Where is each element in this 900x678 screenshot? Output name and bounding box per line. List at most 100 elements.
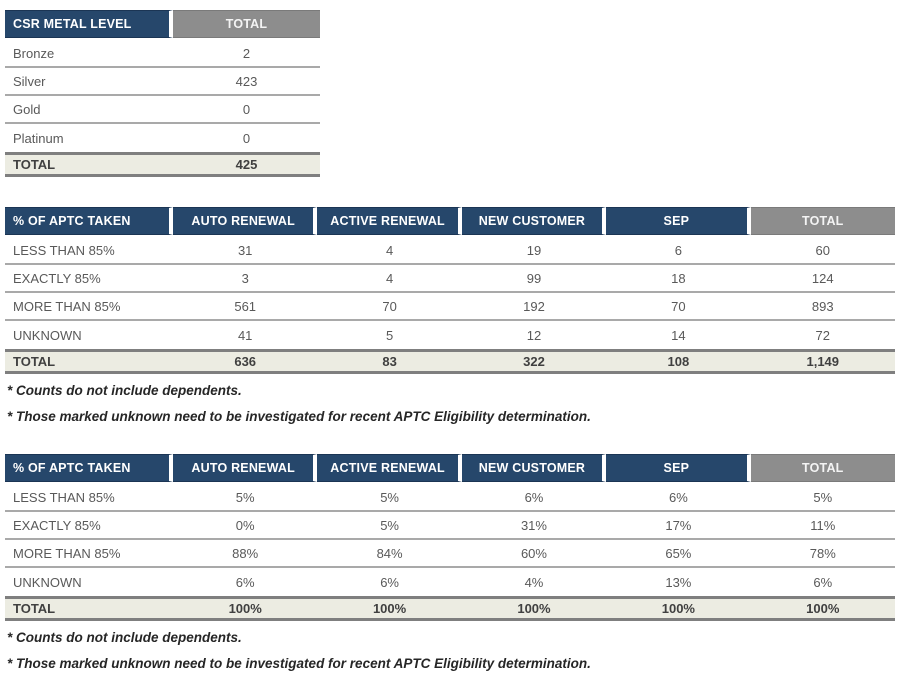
table-row-less-than-85: LESS THAN 85% 5% 5% 6% 6% 5%: [5, 484, 895, 512]
cell-value: 60: [815, 242, 830, 258]
cell-value: 17%: [665, 517, 692, 533]
total-value: 100%: [806, 601, 840, 616]
cell-value: 3: [241, 270, 249, 286]
column-header-csr-metal-level: CSR METAL LEVEL: [5, 10, 173, 38]
cell-value: 6%: [668, 489, 688, 505]
table-row-unknown: UNKNOWN 41 5 12 14 72: [5, 321, 895, 349]
csr-metal-level-table: CSR METAL LEVEL TOTAL Bronze 2 Silver 42…: [5, 10, 320, 177]
total-value: 100%: [661, 601, 695, 616]
cell-value: 4: [385, 270, 394, 286]
table-row-less-than-85: LESS THAN 85% 31 4 19 6 60: [5, 237, 895, 265]
row-label: Gold: [13, 101, 41, 117]
column-header-active-renewal: ACTIVE RENEWAL: [317, 207, 462, 235]
cell-value: 6%: [524, 489, 544, 505]
row-label: Platinum: [13, 130, 64, 146]
cell-value: 60%: [520, 545, 547, 561]
cell-value: 14: [671, 327, 686, 343]
row-label: UNKNOWN: [13, 327, 82, 343]
cell-value: 65%: [665, 545, 692, 561]
aptc-percent-table: % OF APTC TAKEN AUTO RENEWAL ACTIVE RENE…: [5, 454, 895, 621]
row-label: LESS THAN 85%: [13, 489, 115, 505]
table-row-more-than-85: MORE THAN 85% 88% 84% 60% 65% 78%: [5, 540, 895, 568]
cell-value: 84%: [376, 545, 403, 561]
row-label: EXACTLY 85%: [13, 517, 101, 533]
table-row-more-than-85: MORE THAN 85% 561 70 192 70 893: [5, 293, 895, 321]
cell-value: 4%: [524, 574, 544, 590]
table-row-exactly-85: EXACTLY 85% 0% 5% 31% 17% 11%: [5, 512, 895, 540]
cell-value: 6%: [380, 574, 399, 590]
row-label: Bronze: [13, 45, 55, 61]
total-value: 100%: [372, 601, 407, 616]
table-header-row: CSR METAL LEVEL TOTAL: [5, 10, 320, 38]
column-header-auto-renewal: AUTO RENEWAL: [173, 207, 318, 235]
cell-value: 99: [526, 270, 542, 286]
column-header-total: TOTAL: [173, 10, 320, 38]
column-header-total: TOTAL: [750, 454, 895, 482]
column-header-new-customer: NEW CUSTOMER: [461, 454, 607, 482]
cell-value: 5%: [235, 489, 255, 505]
cell-value: 19: [526, 242, 542, 258]
total-value: 322: [523, 354, 545, 369]
row-label: Silver: [13, 73, 46, 89]
column-header-aptc-taken: % OF APTC TAKEN: [5, 207, 173, 235]
column-header-auto-renewal: AUTO RENEWAL: [173, 454, 318, 482]
total-value: 100%: [517, 601, 551, 616]
cell-value: 41: [237, 327, 253, 343]
cell-value: 31: [237, 242, 253, 258]
column-header-sep: SEP: [606, 454, 751, 482]
total-value: 100%: [228, 601, 262, 616]
cell-value: 5%: [380, 489, 399, 505]
table-header-row: % OF APTC TAKEN AUTO RENEWAL ACTIVE RENE…: [5, 454, 895, 482]
cell-value: 124: [811, 270, 834, 286]
table-row-bronze: Bronze 2: [5, 40, 320, 68]
footnote-unknown: * Those marked unknown need to be invest…: [7, 656, 591, 671]
total-value: 83: [382, 354, 397, 369]
cell-value: 6: [674, 242, 682, 258]
cell-value: 11%: [810, 517, 836, 533]
column-header-sep: SEP: [606, 207, 751, 235]
column-header-new-customer: NEW CUSTOMER: [461, 207, 607, 235]
cell-value: 2: [242, 45, 251, 61]
table-row-gold: Gold 0: [5, 96, 320, 124]
total-label: TOTAL: [13, 601, 56, 616]
cell-value: 13%: [665, 574, 692, 590]
cell-value: 423: [235, 73, 258, 89]
row-label: EXACTLY 85%: [13, 270, 101, 286]
cell-value: 5%: [813, 489, 833, 505]
total-value: 108: [667, 354, 690, 369]
cell-value: 6%: [235, 574, 255, 590]
cell-value: 561: [234, 298, 257, 314]
cell-value: 192: [523, 298, 545, 314]
cell-value: 6%: [813, 574, 833, 590]
total-value: 425: [235, 157, 258, 172]
aptc-counts-table: % OF APTC TAKEN AUTO RENEWAL ACTIVE RENE…: [5, 207, 895, 374]
column-header-aptc-taken: % OF APTC TAKEN: [5, 454, 173, 482]
cell-value: 12: [526, 327, 542, 343]
table-row-unknown: UNKNOWN 6% 6% 4% 13% 6%: [5, 568, 895, 596]
table-total-row: TOTAL 425: [5, 152, 320, 177]
cell-value: 0: [242, 130, 251, 146]
cell-value: 31%: [520, 517, 547, 533]
table-row-platinum: Platinum 0: [5, 124, 320, 152]
footnote-dependents: * Counts do not include dependents.: [7, 630, 242, 645]
cell-value: 88%: [232, 545, 259, 561]
cell-value: 0: [242, 101, 251, 117]
table-row-silver: Silver 423: [5, 68, 320, 96]
table-header-row: % OF APTC TAKEN AUTO RENEWAL ACTIVE RENE…: [5, 207, 895, 235]
cell-value: 70: [382, 298, 397, 314]
cell-value: 5: [385, 327, 394, 343]
cell-value: 78%: [809, 545, 836, 561]
footnote-unknown: * Those marked unknown need to be invest…: [7, 409, 591, 424]
cell-value: 70: [671, 298, 686, 314]
cell-value: 18: [671, 270, 686, 286]
cell-value: 893: [811, 298, 834, 314]
row-label: MORE THAN 85%: [13, 545, 121, 561]
cell-value: 72: [815, 327, 830, 343]
table-total-row: TOTAL 636 83 322 108 1,149: [5, 349, 895, 374]
cell-value: 0%: [235, 517, 255, 533]
row-label: LESS THAN 85%: [13, 242, 115, 258]
total-label: TOTAL: [13, 354, 56, 369]
footnote-dependents: * Counts do not include dependents.: [7, 383, 242, 398]
total-label: TOTAL: [13, 157, 56, 172]
